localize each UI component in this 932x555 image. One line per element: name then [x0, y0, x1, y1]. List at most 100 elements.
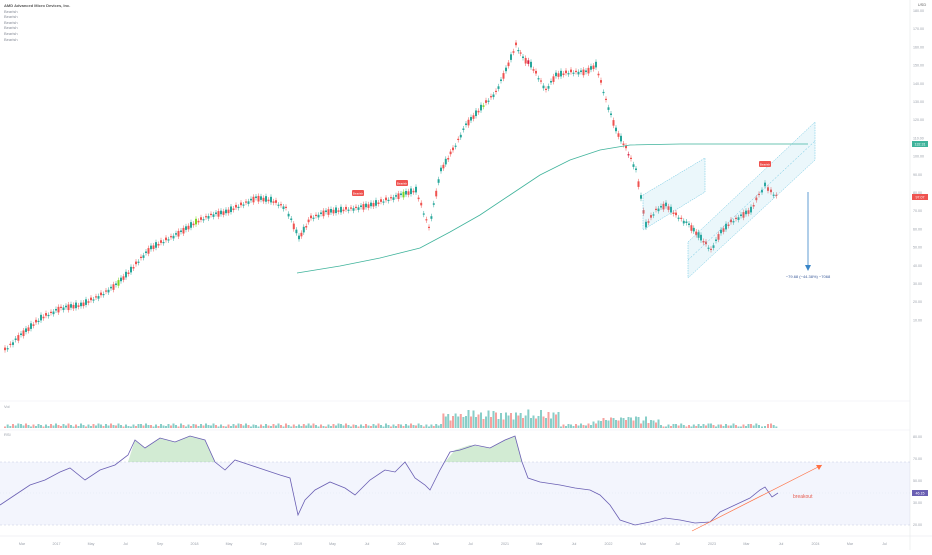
candle-body [540, 80, 542, 82]
volume-bar [462, 417, 465, 428]
candle-body [767, 187, 769, 191]
volume-bar [470, 416, 472, 428]
candle-body [660, 206, 662, 208]
volume-bar [597, 420, 600, 428]
candle-body [635, 168, 637, 170]
volume-bar [4, 426, 6, 428]
volume-bar [477, 414, 480, 428]
candle-body [105, 290, 107, 292]
volume-bar [617, 420, 620, 428]
volume-bar [152, 426, 155, 428]
x-tick-label: Jul [882, 542, 887, 546]
volume-bar [580, 423, 582, 428]
volume-bar [645, 416, 647, 428]
volume-bar [612, 418, 615, 428]
volume-bar [430, 424, 433, 428]
candle-body [587, 67, 590, 74]
rsi-overbought-fill [128, 436, 215, 462]
volume-bar [457, 416, 460, 428]
candle-body [360, 205, 362, 207]
candle-body [190, 222, 192, 228]
volume-bar [87, 424, 90, 428]
candle-body [307, 219, 310, 223]
candle-body [305, 226, 308, 228]
candle-body [420, 202, 423, 206]
volume-bar [322, 426, 325, 428]
candle-body [487, 100, 490, 102]
rsi-band [0, 462, 910, 525]
candle-body [82, 302, 85, 307]
volume-bar [352, 424, 355, 428]
volume-bar [722, 426, 725, 428]
legend-line-title: AMD Advanced Micro Devices, Inc. [4, 3, 71, 8]
currency-label[interactable]: USD [917, 2, 927, 7]
candle-body [145, 251, 147, 253]
candle-body [392, 197, 395, 200]
candle-body [459, 134, 462, 138]
candle-body [477, 110, 480, 113]
candle-body [137, 261, 140, 263]
x-tick-label: 2019 [294, 542, 302, 546]
volume-bar [650, 420, 652, 428]
candle-body [30, 323, 32, 329]
volume-bar [177, 426, 180, 428]
volume-bar [347, 425, 350, 428]
candle-body [14, 338, 17, 340]
y-tick-label: 140.00 [913, 82, 924, 86]
volume-bar [454, 413, 457, 428]
candle-body [132, 267, 135, 269]
candle-body [495, 90, 497, 92]
volume-bar [610, 417, 612, 428]
candle-body [127, 272, 130, 274]
volume-bar [405, 424, 407, 428]
volume-bar [312, 423, 315, 428]
candle-body [72, 304, 75, 309]
candle-body [260, 196, 262, 200]
candle-body [622, 143, 625, 145]
volume-bar [145, 423, 147, 428]
candle-body [615, 127, 617, 132]
x-tick-label: Sep [260, 542, 266, 546]
candle-body [290, 218, 293, 220]
volume-bar [112, 425, 115, 428]
volume-bar [752, 425, 755, 428]
candle-body [527, 60, 530, 64]
volume-bar [50, 424, 52, 428]
rsi-pane-label: RSI [4, 432, 11, 437]
volume-bar [702, 424, 705, 428]
candle-body [330, 208, 332, 213]
volume-bar [202, 425, 205, 428]
candle-body [490, 96, 492, 98]
candle-body [707, 247, 710, 249]
volume-bar [75, 424, 77, 428]
candle-body [610, 113, 612, 115]
candle-body [775, 194, 778, 196]
candle-body [122, 276, 125, 280]
candle-body [725, 223, 727, 230]
candle-body [688, 223, 690, 225]
candle-body [277, 204, 280, 206]
volume-bar [282, 426, 285, 428]
volume-bar [342, 425, 345, 428]
candle-body [92, 299, 95, 301]
candle-body [50, 311, 52, 313]
rsi-value-label: 46.15 [916, 492, 925, 496]
volume-bar [535, 418, 537, 428]
volume-bar [247, 425, 250, 428]
candle-body [695, 231, 698, 236]
x-tick-label: 2022 [605, 542, 613, 546]
volume-bar [207, 425, 210, 428]
volume-bar [690, 426, 693, 428]
candle-body [642, 210, 645, 214]
volume-bar [270, 426, 272, 428]
volume-bar [547, 412, 550, 428]
y-tick-label: 90.00 [913, 173, 922, 177]
candle-body [382, 201, 385, 203]
candle-body [672, 212, 675, 214]
candle-body [62, 307, 65, 311]
volume-bar [167, 424, 170, 428]
candle-body [485, 100, 487, 103]
volume-bar [605, 420, 607, 428]
